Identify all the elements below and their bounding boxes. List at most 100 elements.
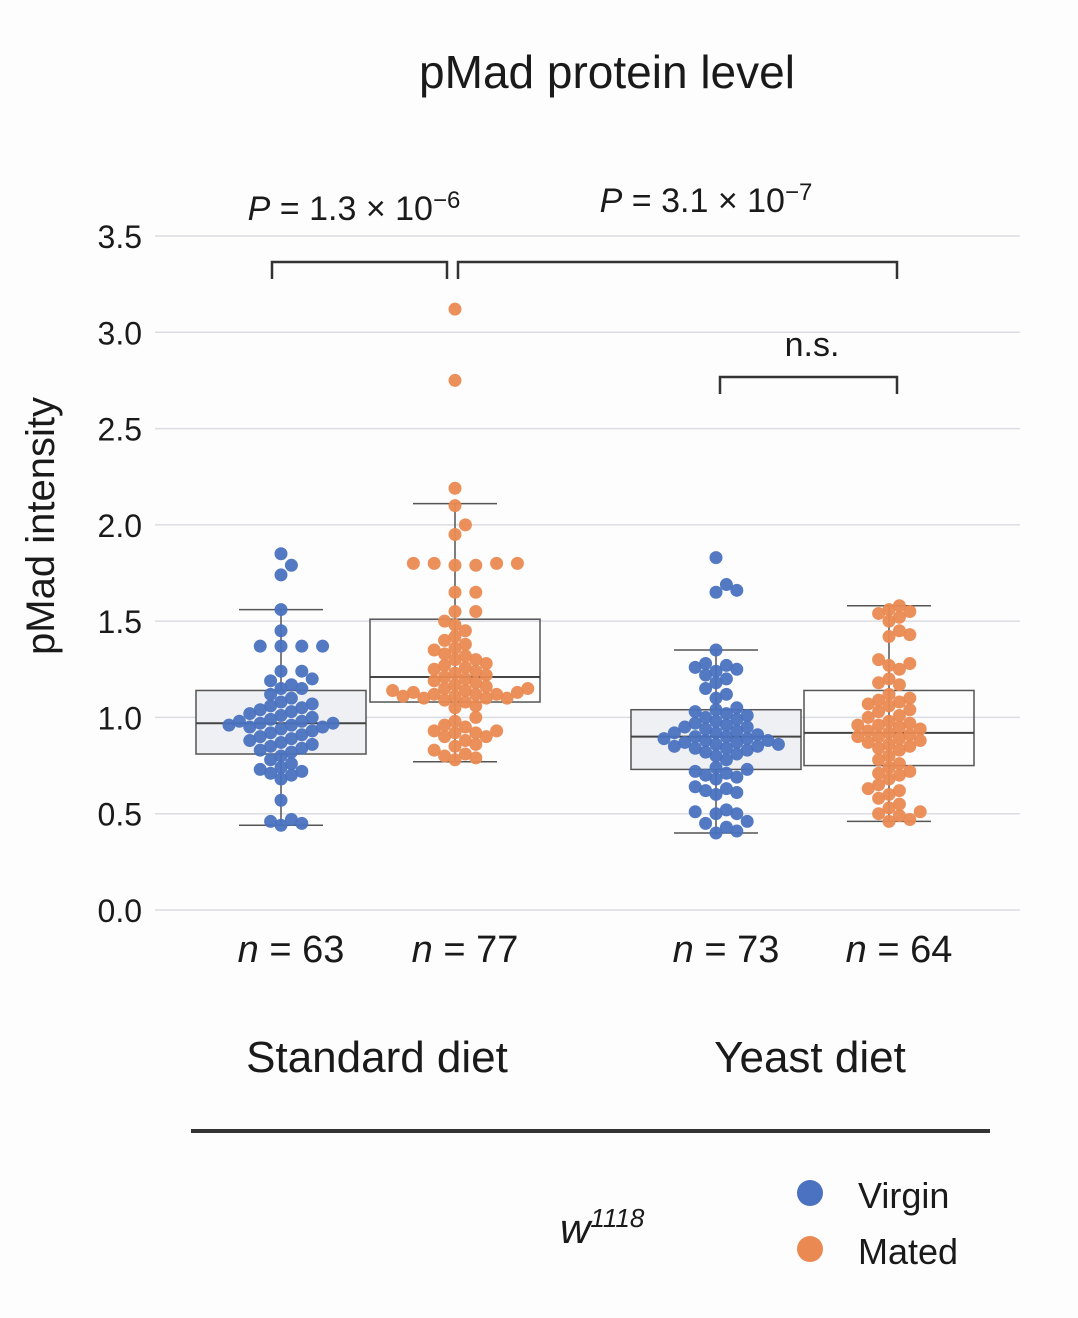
data-point <box>882 672 896 686</box>
data-point <box>458 624 472 638</box>
data-point <box>903 739 917 753</box>
data-point <box>903 657 917 671</box>
data-point <box>892 695 906 709</box>
significance-bracket <box>456 260 899 279</box>
data-point <box>719 658 733 672</box>
data-point <box>284 812 298 826</box>
data-point <box>438 730 452 744</box>
data-point <box>699 745 713 759</box>
data-point <box>295 764 309 778</box>
y-tick-label: 2.0 <box>98 508 142 544</box>
data-point <box>892 678 906 692</box>
data-point <box>264 712 278 726</box>
data-point <box>274 760 288 774</box>
data-point <box>305 710 319 724</box>
data-point <box>253 716 267 730</box>
data-point <box>469 737 483 751</box>
data-point <box>667 726 681 740</box>
data-point <box>253 743 267 757</box>
data-point <box>861 724 875 738</box>
data-point <box>903 716 917 730</box>
data-point <box>872 791 886 805</box>
data-point <box>274 709 288 723</box>
data-point <box>851 730 865 744</box>
data-point <box>719 741 733 755</box>
data-point <box>657 732 671 746</box>
data-point <box>448 701 462 715</box>
data-point <box>284 718 298 732</box>
data-point <box>479 657 493 671</box>
data-point <box>295 728 309 742</box>
data-point <box>295 701 309 715</box>
data-point <box>295 816 309 830</box>
data-point <box>448 714 462 728</box>
data-point <box>458 720 472 734</box>
data-point <box>719 782 733 796</box>
data-point <box>253 703 267 717</box>
data-point <box>892 743 906 757</box>
data-point <box>305 737 319 751</box>
data-point <box>295 664 309 678</box>
data-point <box>709 585 723 599</box>
data-point <box>458 695 472 709</box>
data-point <box>274 793 288 807</box>
data-point <box>861 710 875 724</box>
data-point <box>751 728 765 742</box>
data-point <box>490 724 504 738</box>
data-point <box>709 737 723 751</box>
data-point <box>448 585 462 599</box>
data-point <box>274 818 288 832</box>
data-point <box>448 373 462 387</box>
significance-label: n.s. <box>785 326 840 364</box>
data-point <box>316 720 330 734</box>
data-point <box>699 682 713 696</box>
data-point <box>274 639 288 653</box>
data-point <box>232 714 246 728</box>
data-point <box>730 583 744 597</box>
data-point <box>730 786 744 800</box>
data-point <box>892 599 906 613</box>
data-point <box>892 732 906 746</box>
legend-label-virgin: Virgin <box>858 1175 949 1216</box>
data-point <box>510 685 524 699</box>
data-point <box>469 710 483 724</box>
data-point <box>274 722 288 736</box>
data-point <box>510 556 524 570</box>
data-point <box>699 768 713 782</box>
data-point <box>882 726 896 740</box>
data-point <box>458 637 472 651</box>
y-tick-label: 2.5 <box>98 412 142 448</box>
data-point <box>274 735 288 749</box>
genotype-label: w1118 <box>560 1203 645 1252</box>
data-point <box>892 797 906 811</box>
data-point <box>264 814 278 828</box>
data-point <box>719 672 733 686</box>
data-point <box>699 734 713 748</box>
data-point <box>274 603 288 617</box>
data-point <box>458 660 472 674</box>
data-point <box>284 705 298 719</box>
data-point <box>719 730 733 744</box>
data-point <box>406 556 420 570</box>
data-point <box>688 660 702 674</box>
data-point <box>861 782 875 796</box>
data-point <box>448 302 462 316</box>
data-point <box>882 603 896 617</box>
data-point <box>448 726 462 740</box>
data-point <box>396 689 410 703</box>
data-point <box>406 685 420 699</box>
data-point <box>740 743 754 757</box>
data-point <box>688 705 702 719</box>
y-tick-label: 3.0 <box>98 315 142 351</box>
data-point <box>678 720 692 734</box>
data-point <box>448 527 462 541</box>
data-point <box>448 618 462 632</box>
data-point <box>903 628 917 642</box>
data-point <box>882 814 896 828</box>
data-point <box>667 739 681 753</box>
data-point <box>709 676 723 690</box>
data-point <box>882 714 896 728</box>
data-point <box>709 787 723 801</box>
data-point <box>892 709 906 723</box>
data-point <box>253 762 267 776</box>
